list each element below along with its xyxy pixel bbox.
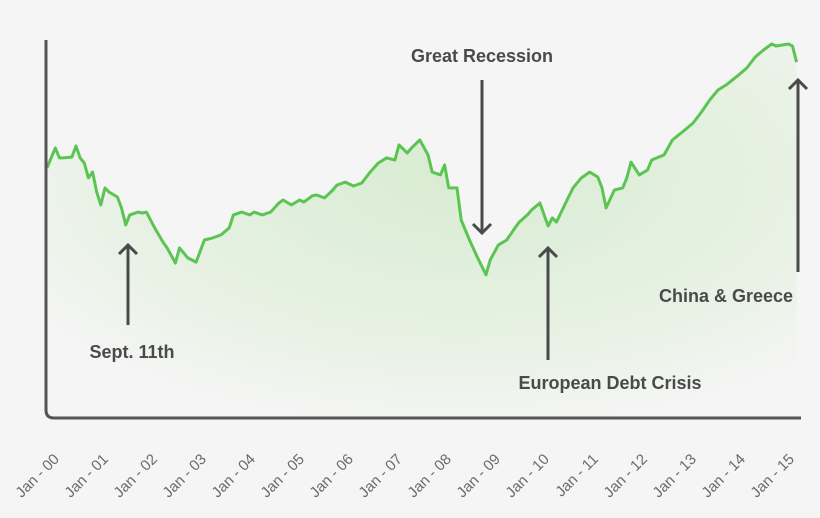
axes bbox=[44, 40, 801, 420]
annotation-label: Sept. 11th bbox=[89, 342, 174, 362]
x-tick-label: Jan - 02 bbox=[110, 451, 160, 501]
arrow-head-icon bbox=[537, 245, 559, 259]
series-line bbox=[45, 42, 799, 277]
x-tick-label: Jan - 07 bbox=[355, 451, 405, 501]
annotation: European Debt Crisis bbox=[518, 245, 702, 393]
x-tick-label: Jan - 00 bbox=[12, 451, 62, 501]
arrow-head-icon bbox=[117, 242, 139, 256]
x-tick-label: Jan - 06 bbox=[306, 451, 356, 501]
annotation: Sept. 11th bbox=[89, 242, 175, 362]
x-tick-label: Jan - 05 bbox=[257, 451, 307, 501]
x-tick-label: Jan - 13 bbox=[649, 451, 699, 501]
arrow-head-icon bbox=[471, 222, 493, 236]
x-tick-label: Jan - 04 bbox=[208, 451, 258, 501]
x-tick-label: Jan - 01 bbox=[61, 451, 111, 501]
annotation-label: China & Greece bbox=[659, 286, 793, 306]
annotation: China & Greece bbox=[659, 77, 809, 306]
x-tick-label: Jan - 09 bbox=[453, 451, 503, 501]
annotation: Great Recession bbox=[411, 46, 553, 236]
area-fill bbox=[47, 44, 797, 416]
annotation-label: Great Recession bbox=[411, 46, 553, 66]
x-tick-label: Jan - 10 bbox=[502, 451, 552, 501]
x-tick-label: Jan - 12 bbox=[600, 451, 650, 501]
x-tick-label: Jan - 14 bbox=[698, 451, 748, 501]
arrow-head-icon bbox=[787, 77, 809, 91]
annotation-label: European Debt Crisis bbox=[518, 373, 701, 393]
x-tick-label: Jan - 11 bbox=[552, 451, 602, 501]
x-tick-label: Jan - 03 bbox=[159, 451, 209, 501]
x-tick-label: Jan - 08 bbox=[404, 451, 454, 501]
x-tick-label: Jan - 15 bbox=[747, 451, 797, 501]
